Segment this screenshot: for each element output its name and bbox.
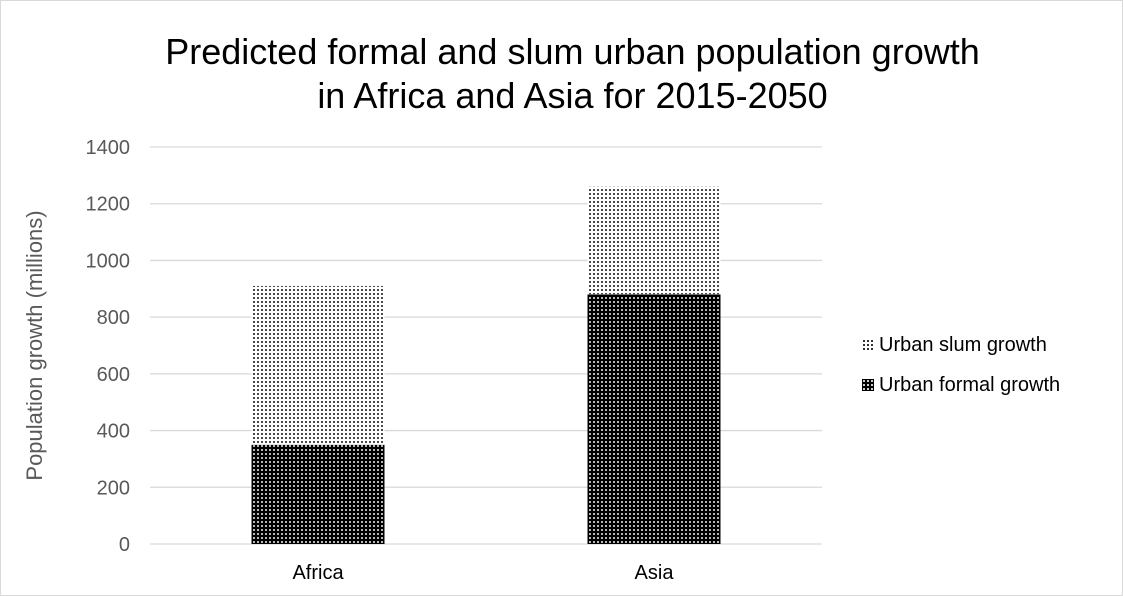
chart-title-line-2: in Africa and Asia for 2015-2050 bbox=[317, 75, 828, 116]
bar-formal-africa bbox=[251, 444, 385, 544]
y-tick-label: 1200 bbox=[86, 194, 131, 216]
legend-swatch-slum bbox=[862, 339, 874, 351]
y-tick-label: 200 bbox=[97, 477, 130, 499]
y-axis-label: Population growth (millions) bbox=[22, 210, 47, 480]
bar-slum-africa bbox=[251, 285, 385, 445]
legend-item-formal: Urban formal growth bbox=[862, 365, 1060, 405]
bar-slum-asia bbox=[587, 186, 721, 295]
legend-swatch-formal bbox=[862, 379, 874, 391]
y-tick-label: 0 bbox=[119, 534, 130, 556]
y-tick-label: 600 bbox=[97, 364, 130, 386]
x-axis-ticks: Africa Asia bbox=[292, 562, 674, 584]
x-tick-label: Asia bbox=[635, 562, 675, 584]
legend: Urban slum growth Urban formal growth bbox=[862, 325, 1060, 405]
legend-label-formal: Urban formal growth bbox=[879, 373, 1061, 396]
bars bbox=[251, 186, 721, 544]
legend-label-slum: Urban slum growth bbox=[879, 333, 1047, 356]
y-axis-ticks: 0 200 400 600 800 1000 1200 1400 bbox=[86, 137, 131, 556]
y-tick-label: 800 bbox=[97, 307, 130, 329]
gridlines bbox=[150, 146, 822, 545]
y-tick-label: 400 bbox=[97, 421, 130, 443]
x-tick-label: Africa bbox=[292, 562, 344, 584]
y-tick-label: 1000 bbox=[86, 250, 131, 272]
bar-formal-asia bbox=[587, 294, 721, 544]
chart-title: Predicted formal and slum urban populati… bbox=[0, 30, 1123, 118]
chart-title-line-1: Predicted formal and slum urban populati… bbox=[165, 31, 980, 72]
y-tick-label: 1400 bbox=[86, 137, 131, 159]
legend-item-slum: Urban slum growth bbox=[862, 325, 1060, 365]
